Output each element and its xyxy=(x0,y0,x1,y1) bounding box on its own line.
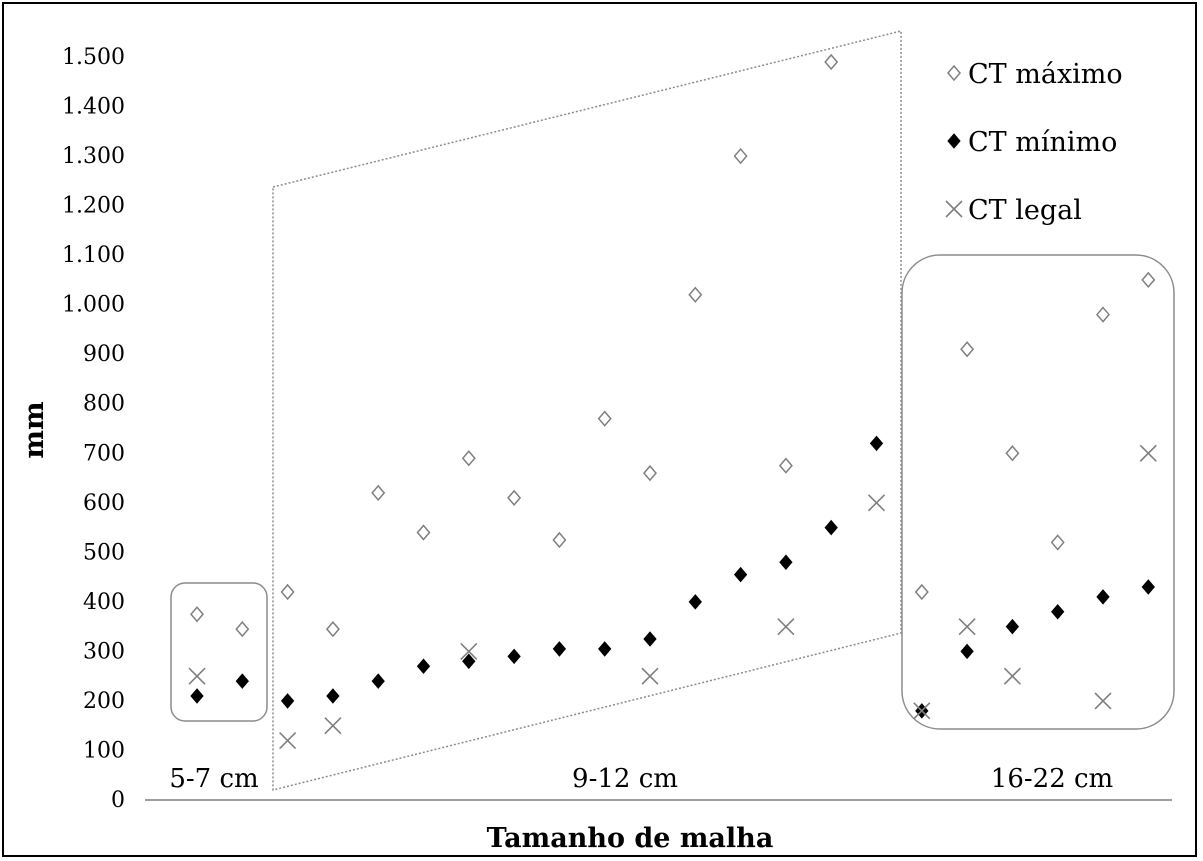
data-point xyxy=(913,702,931,720)
data-point xyxy=(779,554,793,571)
x-axis-title: Tamanho de malha xyxy=(487,823,774,854)
data-point xyxy=(777,618,795,636)
data-point xyxy=(733,147,748,165)
y-axis-title: mm xyxy=(19,401,50,458)
data-point xyxy=(643,464,657,482)
data-point xyxy=(598,641,612,657)
data-point xyxy=(371,673,385,689)
data-point xyxy=(507,489,522,506)
data-point xyxy=(688,594,702,610)
data-point xyxy=(958,618,976,636)
data-point xyxy=(190,688,204,704)
data-point xyxy=(552,531,567,549)
y-tick-label: 200 xyxy=(83,689,125,714)
data-point xyxy=(1139,444,1157,462)
y-tick-label: 100 xyxy=(83,738,125,763)
data-point xyxy=(462,653,476,670)
data-point xyxy=(552,641,567,657)
y-tick-label: 500 xyxy=(83,540,125,565)
data-point xyxy=(1096,306,1110,323)
axes: 0 100 200 300 400 500 600 700 800 900 1.000 1.100 1.… xyxy=(62,45,1172,813)
data-point xyxy=(416,658,431,675)
data-point xyxy=(597,410,612,427)
data-point xyxy=(324,717,342,735)
data-point xyxy=(733,566,748,583)
data-point xyxy=(1051,604,1065,620)
data-point xyxy=(1050,534,1065,551)
series-2 xyxy=(188,444,1157,750)
data-point xyxy=(1005,445,1020,462)
data-point xyxy=(867,494,886,512)
y-tick-label: 1.300 xyxy=(62,144,125,169)
data-point xyxy=(371,484,386,502)
data-point xyxy=(1141,579,1155,595)
data-point xyxy=(824,53,839,71)
data-point xyxy=(869,435,884,452)
legend: CT máximo CT mínimo CT legal xyxy=(945,59,1123,226)
data-point xyxy=(960,643,974,660)
y-tick-label: 400 xyxy=(83,590,125,615)
data-point xyxy=(280,583,295,601)
y-tick-label: 600 xyxy=(83,491,125,516)
y-tick-label: 800 xyxy=(83,392,125,417)
data-point xyxy=(643,631,657,647)
y-tick-label: 1.500 xyxy=(62,45,125,70)
data-point xyxy=(325,620,340,638)
group-label: 16-22 cm xyxy=(991,764,1113,794)
group-label: 5-7 cm xyxy=(169,764,258,794)
y-tick-label: 900 xyxy=(83,342,125,367)
y-tick-label: 0 xyxy=(111,788,125,813)
y-tick-label: 1.400 xyxy=(62,95,125,120)
legend-label: CT máximo xyxy=(968,59,1123,90)
data-point xyxy=(235,673,249,689)
y-tick-label: 1.000 xyxy=(62,293,125,318)
data-point xyxy=(1003,667,1021,685)
data-point xyxy=(507,648,521,665)
legend-label: CT legal xyxy=(968,195,1082,226)
data-point xyxy=(1094,692,1112,710)
series-0 xyxy=(190,53,1156,638)
data-point xyxy=(1005,618,1020,635)
data-points xyxy=(188,53,1157,750)
data-point xyxy=(326,688,340,704)
data-point xyxy=(190,606,204,623)
y-tick-label: 700 xyxy=(83,441,125,466)
legend-marker xyxy=(947,64,961,82)
series-1 xyxy=(190,435,1155,719)
data-point xyxy=(960,341,975,358)
y-tick-label: 1.200 xyxy=(62,194,125,219)
legend-marker xyxy=(947,133,961,149)
legend-marker xyxy=(945,200,963,218)
data-point xyxy=(688,286,703,303)
data-point xyxy=(279,731,297,750)
y-tick-label: 1.100 xyxy=(62,243,125,268)
legend-label: CT mínimo xyxy=(968,127,1117,158)
data-point xyxy=(641,667,659,685)
group-box-5-7 xyxy=(170,582,268,722)
data-point xyxy=(914,583,929,601)
data-point xyxy=(461,450,476,467)
data-point xyxy=(824,519,838,536)
data-point xyxy=(188,667,206,685)
data-point xyxy=(280,693,295,709)
data-point xyxy=(235,620,250,638)
data-point xyxy=(778,457,793,474)
y-tick-label: 300 xyxy=(83,639,125,664)
group-box-16-22 xyxy=(901,254,1175,730)
data-point xyxy=(460,642,478,660)
group-label: 9-12 cm xyxy=(572,764,678,794)
data-point xyxy=(1096,589,1110,605)
group-shapes: 5-7 cm 9-12 cm 16-22 cm xyxy=(169,30,1175,794)
data-point xyxy=(1141,271,1156,289)
data-point xyxy=(416,524,431,541)
group-parallelogram-9-12 xyxy=(272,30,902,791)
